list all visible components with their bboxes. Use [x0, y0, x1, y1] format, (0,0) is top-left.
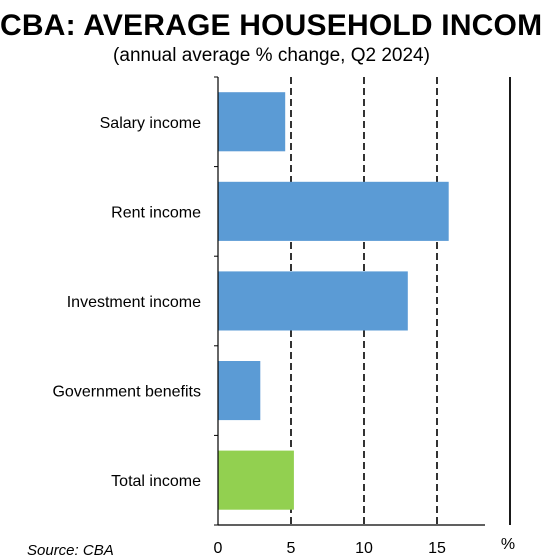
category-label-3: Investment income [67, 294, 201, 311]
x-tick-label-5: 5 [287, 540, 296, 557]
category-label-5: Total income [111, 473, 201, 490]
bar-2 [218, 181, 449, 241]
chart-title: CBA: AVERAGE HOUSEHOLD INCOME [0, 9, 543, 42]
x-tick-label-10: 10 [355, 540, 373, 557]
bar-4 [218, 361, 261, 421]
bar-5 [218, 450, 294, 510]
category-label-2: Rent income [111, 204, 201, 221]
category-label-4: Government benefits [52, 384, 201, 401]
source-note: Source: CBA [27, 542, 114, 559]
x-tick-label-15: 15 [428, 540, 446, 557]
chart-subtitle: (annual average % change, Q2 2024) [113, 45, 430, 66]
x-tick-label-0: 0 [214, 540, 223, 557]
bar-1 [218, 92, 286, 152]
bar-3 [218, 271, 408, 331]
category-label-1: Salary income [100, 115, 201, 132]
x-unit-label: % [501, 536, 515, 553]
